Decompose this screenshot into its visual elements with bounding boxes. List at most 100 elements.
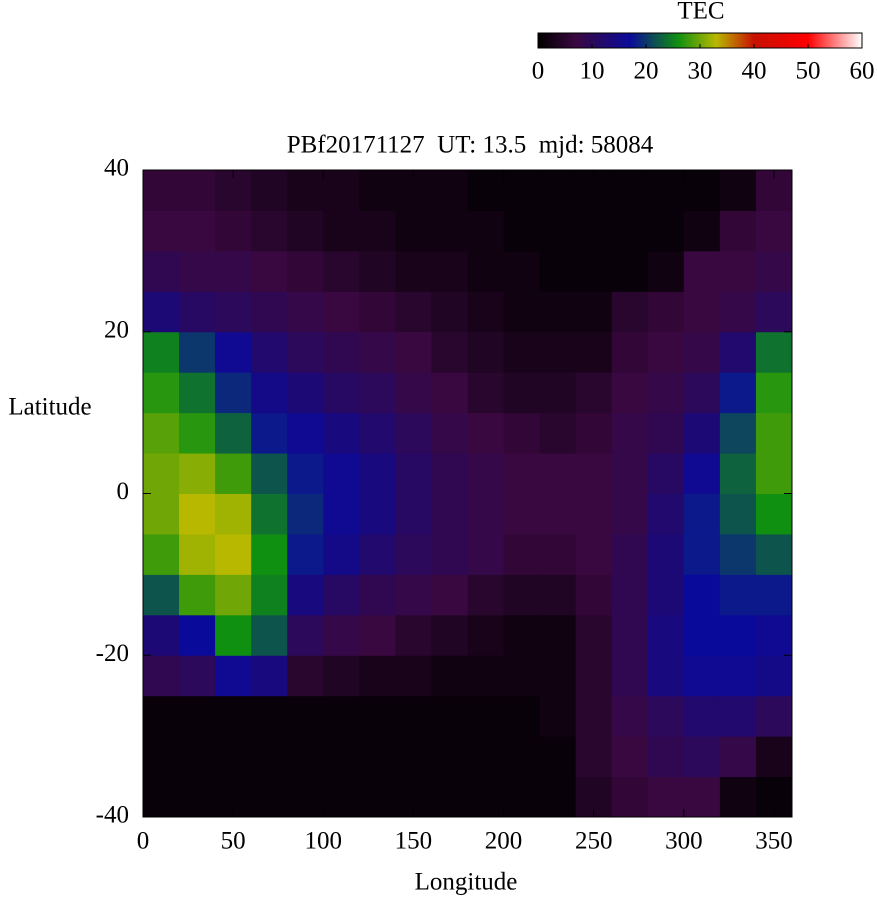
heat-cell xyxy=(611,453,649,494)
heat-cell xyxy=(503,210,541,252)
heat-cell xyxy=(395,614,432,656)
x-tick-label: 150 xyxy=(395,828,433,855)
heat-cell xyxy=(179,170,216,211)
heat-cell xyxy=(503,170,541,211)
x-axis-label: Longitude xyxy=(415,869,518,896)
heat-cell xyxy=(755,614,793,656)
heat-cell xyxy=(719,736,757,778)
heat-cell xyxy=(251,453,288,494)
heat-cell xyxy=(755,210,793,252)
colorbar-tick-label: 40 xyxy=(742,58,767,85)
heat-cell xyxy=(539,210,577,252)
heat-cell xyxy=(647,170,685,211)
heat-cell xyxy=(323,614,360,656)
heat-cell xyxy=(179,493,216,535)
heat-cell xyxy=(503,331,541,373)
heat-cell xyxy=(431,533,468,575)
heat-cell xyxy=(467,493,505,535)
heat-cell xyxy=(395,412,432,454)
heat-cell xyxy=(287,372,324,414)
heat-cell xyxy=(215,614,252,656)
heat-cell xyxy=(539,250,577,292)
heat-cell xyxy=(539,574,577,616)
heat-cell xyxy=(467,412,505,454)
heat-cell xyxy=(611,331,649,373)
heat-cell xyxy=(503,412,541,454)
heat-cell xyxy=(467,695,505,737)
heat-cell xyxy=(143,250,180,292)
heat-cell xyxy=(575,695,613,737)
heat-cell xyxy=(287,533,324,575)
heat-cell xyxy=(467,776,505,818)
heat-cell xyxy=(755,695,793,737)
heat-cell xyxy=(323,453,360,494)
heat-cell xyxy=(179,736,216,778)
heat-cell xyxy=(539,291,577,333)
heat-cell xyxy=(251,776,288,818)
heat-cell xyxy=(647,250,685,292)
heat-cell xyxy=(179,210,216,252)
heat-cell xyxy=(719,170,757,211)
heat-cell xyxy=(143,453,180,494)
heat-cell xyxy=(395,736,432,778)
heat-cell xyxy=(539,533,577,575)
heat-cell xyxy=(467,250,505,292)
heat-cell xyxy=(395,331,432,373)
heat-cell xyxy=(179,331,216,373)
heat-cell xyxy=(755,574,793,616)
heat-cell xyxy=(215,291,252,333)
heat-cell xyxy=(755,331,793,373)
heat-cell xyxy=(503,493,541,535)
heat-cell xyxy=(179,776,216,818)
heat-cell xyxy=(359,170,396,211)
heat-cell xyxy=(143,695,180,737)
y-tick-label: 20 xyxy=(104,316,129,343)
heat-cell xyxy=(575,250,613,292)
heat-cell xyxy=(719,493,757,535)
heat-cell xyxy=(395,574,432,616)
heat-cell xyxy=(287,614,324,656)
heat-cell xyxy=(431,372,468,414)
heat-cell xyxy=(287,331,324,373)
heat-cell xyxy=(539,331,577,373)
heat-cell xyxy=(647,655,685,697)
heat-cell xyxy=(215,736,252,778)
heat-cell xyxy=(539,695,577,737)
heat-cell xyxy=(215,695,252,737)
heat-cell xyxy=(503,453,541,494)
heat-cell xyxy=(431,614,468,656)
colorbar-label: TEC xyxy=(677,0,724,25)
heat-cell xyxy=(179,614,216,656)
heat-cell xyxy=(143,170,180,211)
heat-cell xyxy=(395,453,432,494)
heat-cell xyxy=(611,736,649,778)
heat-cell xyxy=(395,695,432,737)
heat-cell xyxy=(287,695,324,737)
heat-cell xyxy=(611,695,649,737)
heat-cell xyxy=(755,493,793,535)
heat-cell xyxy=(287,453,324,494)
heat-cell xyxy=(215,250,252,292)
y-tick-label: 0 xyxy=(117,478,130,505)
heat-cell xyxy=(503,372,541,414)
heat-cell xyxy=(647,736,685,778)
heat-cell xyxy=(215,493,252,535)
heat-cell xyxy=(683,655,721,697)
heat-cell xyxy=(683,614,721,656)
heat-cell xyxy=(647,614,685,656)
heat-cell xyxy=(179,453,216,494)
heat-cell xyxy=(467,170,505,211)
heat-cell xyxy=(683,372,721,414)
heat-cell xyxy=(575,291,613,333)
heat-cell xyxy=(611,210,649,252)
heat-cell xyxy=(611,170,649,211)
heat-cell xyxy=(467,533,505,575)
heat-cell xyxy=(287,291,324,333)
heat-cell xyxy=(323,574,360,616)
heat-cell xyxy=(143,372,180,414)
heat-cell xyxy=(143,291,180,333)
heat-cell xyxy=(683,453,721,494)
heat-cell xyxy=(503,533,541,575)
heat-cell xyxy=(611,776,649,818)
